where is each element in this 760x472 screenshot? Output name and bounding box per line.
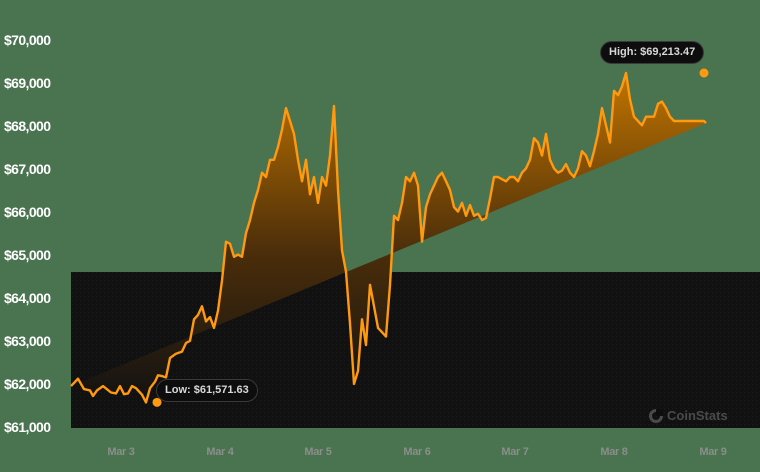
high-marker[interactable]: [699, 68, 709, 78]
coinstats-logo-icon: [649, 408, 663, 423]
x-tick-mar-8: Mar 8: [600, 446, 628, 458]
x-tick-mar-7: Mar 7: [501, 446, 529, 458]
y-tick-65000: $65,000: [4, 247, 51, 263]
plot-dark-band: [71, 272, 760, 428]
y-tick-67000: $67,000: [4, 161, 51, 177]
x-tick-mar-5: Mar 5: [304, 446, 332, 458]
y-tick-66000: $66,000: [4, 204, 51, 220]
y-tick-61000: $61,000: [4, 419, 51, 435]
price-line: [70, 71, 707, 404]
price-area-fill: [71, 73, 706, 403]
y-tick-70000: $70,000: [4, 32, 51, 48]
x-tick-mar-3: Mar 3: [107, 446, 135, 458]
y-tick-69000: $69,000: [4, 75, 51, 91]
coinstats-watermark: CoinStats: [649, 408, 728, 423]
high-price-label: High: $69,213.47: [600, 41, 705, 64]
watermark-text: CoinStats: [667, 408, 728, 423]
low-price-label: Low: $61,571.63: [156, 379, 258, 402]
low-marker[interactable]: [152, 397, 162, 407]
y-tick-64000: $64,000: [4, 290, 51, 306]
y-tick-63000: $63,000: [4, 333, 51, 349]
y-tick-62000: $62,000: [4, 376, 51, 392]
y-tick-68000: $68,000: [4, 118, 51, 134]
x-tick-mar-6: Mar 6: [403, 446, 431, 458]
x-tick-mar-4: Mar 4: [206, 446, 234, 458]
x-tick-mar-9: Mar 9: [699, 446, 727, 458]
